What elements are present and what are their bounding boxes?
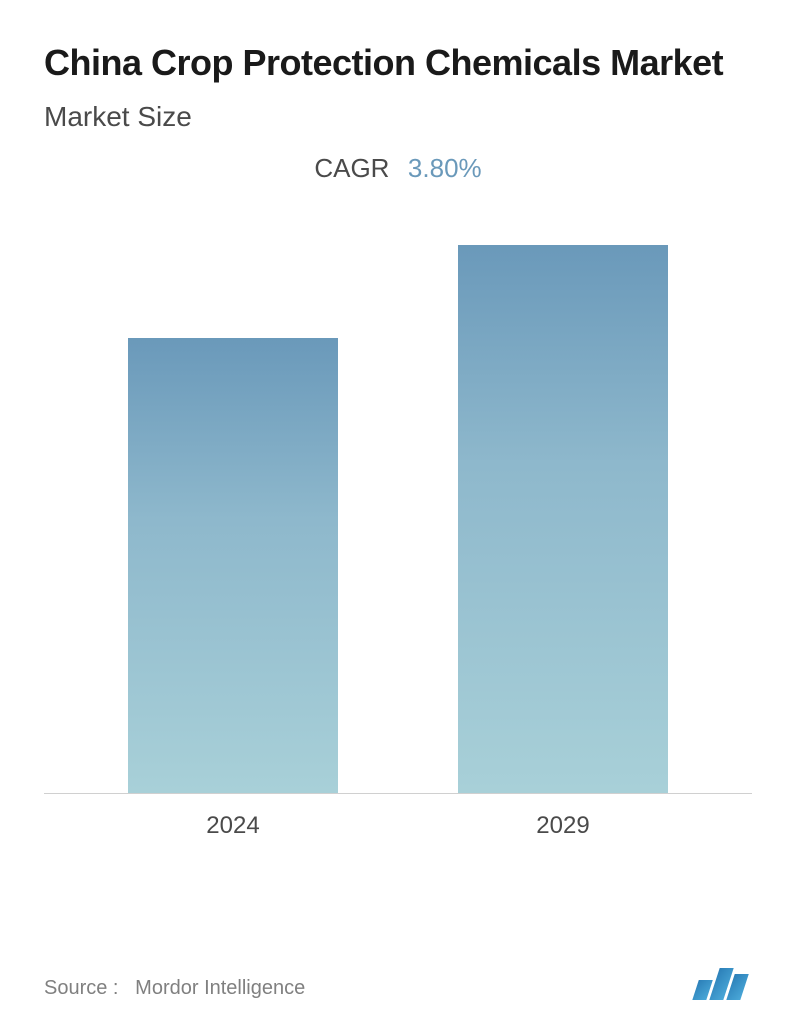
- chart-area: 2024 2029: [44, 234, 752, 854]
- source-label: Source :: [44, 977, 118, 999]
- source-text: Source : Mordor Intelligence: [44, 977, 305, 1000]
- source-value: Mordor Intelligence: [135, 977, 305, 999]
- chart-subtitle: Market Size: [44, 101, 752, 133]
- x-label-1: 2029: [458, 812, 668, 840]
- x-label-0: 2024: [128, 812, 338, 840]
- footer: Source : Mordor Intelligence: [44, 964, 752, 1000]
- cagr-value: 3.80%: [408, 153, 482, 184]
- bar-2029: [458, 245, 668, 793]
- bars-container: [44, 234, 752, 794]
- brand-logo: [692, 964, 752, 1000]
- x-axis-labels: 2024 2029: [44, 812, 752, 840]
- cagr-row: CAGR 3.80%: [44, 153, 752, 184]
- bar-2024: [128, 338, 338, 793]
- logo-icon: [692, 964, 752, 1000]
- cagr-label: CAGR: [314, 153, 389, 184]
- chart-title: China Crop Protection Chemicals Market: [44, 40, 752, 85]
